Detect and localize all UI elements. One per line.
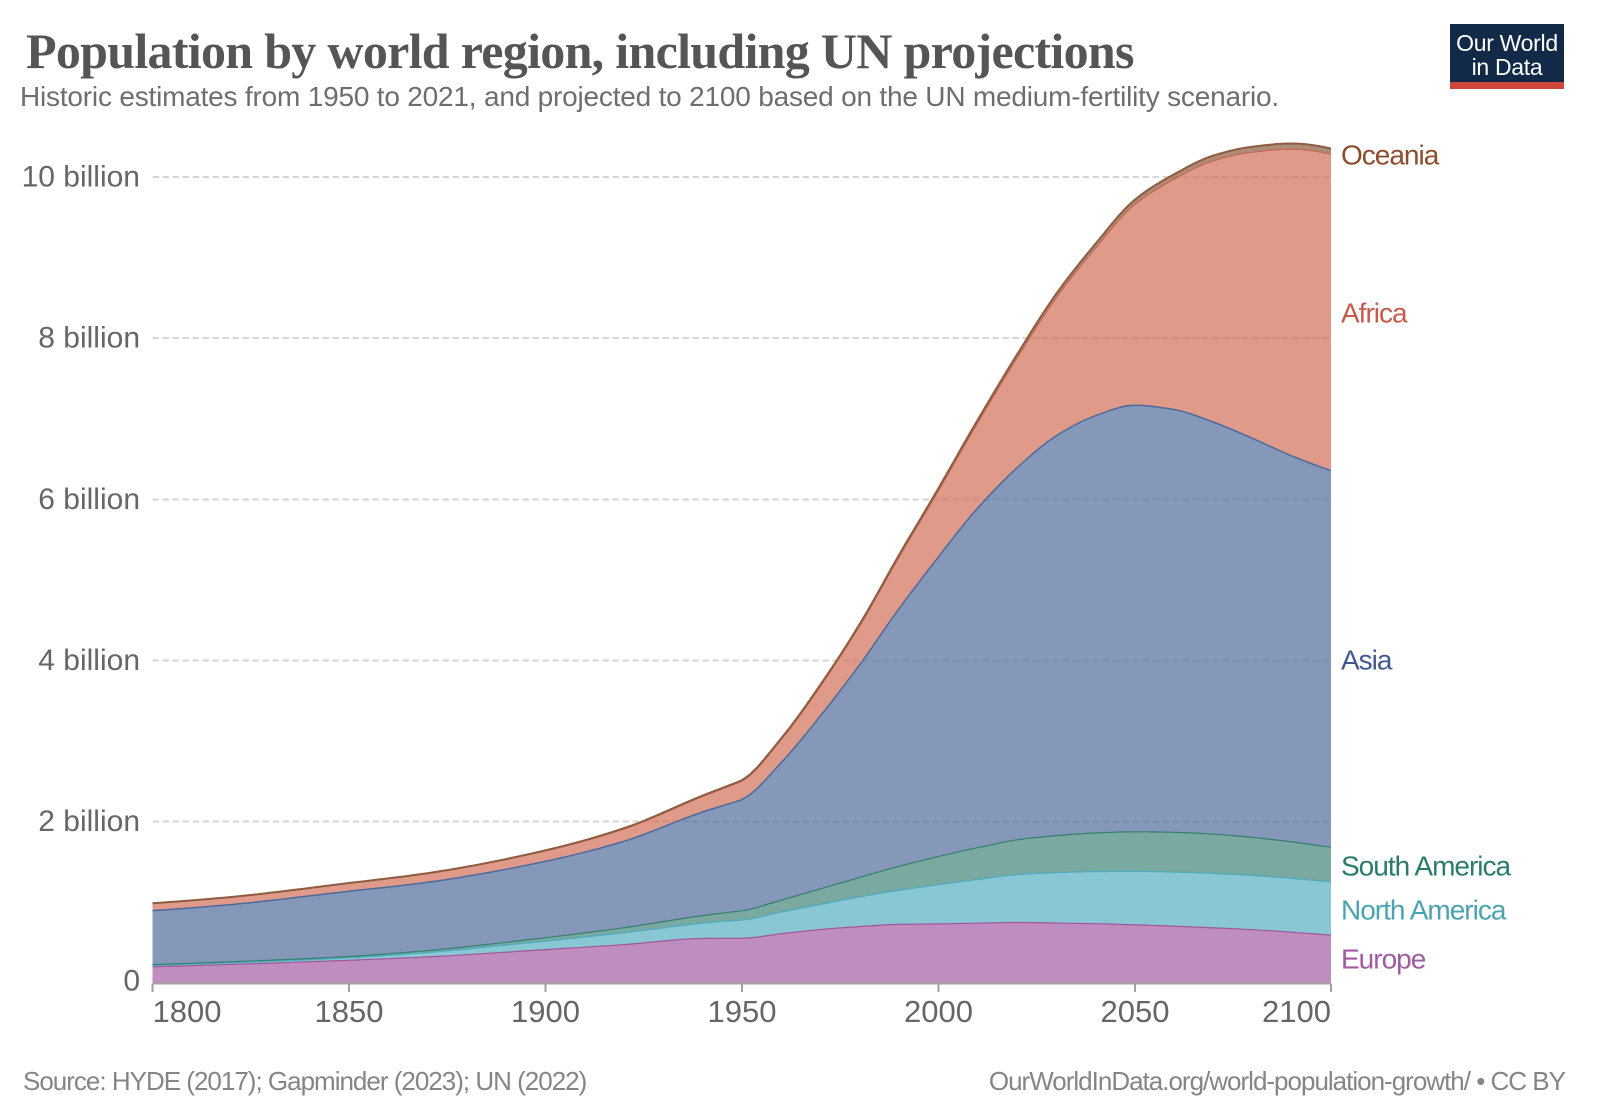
svg-text:2000: 2000 [904,994,973,1029]
svg-text:10 billion: 10 billion [22,161,140,194]
svg-text:4 billion: 4 billion [38,644,140,677]
svg-text:Asia: Asia [1341,645,1393,676]
svg-text:North America: North America [1341,895,1507,926]
svg-text:2 billion: 2 billion [38,805,140,838]
svg-text:1800: 1800 [153,994,222,1029]
svg-text:2050: 2050 [1101,994,1170,1029]
svg-text:1950: 1950 [708,994,777,1029]
svg-text:8 billion: 8 billion [38,322,140,355]
svg-text:Africa: Africa [1341,298,1408,329]
svg-text:1850: 1850 [315,994,384,1029]
svg-text:6 billion: 6 billion [38,483,140,516]
svg-text:0: 0 [123,965,140,998]
svg-text:Oceania: Oceania [1341,140,1440,171]
svg-text:2100: 2100 [1262,994,1331,1029]
svg-text:Europe: Europe [1341,944,1426,975]
svg-text:1900: 1900 [511,994,580,1029]
svg-text:South America: South America [1341,851,1512,882]
